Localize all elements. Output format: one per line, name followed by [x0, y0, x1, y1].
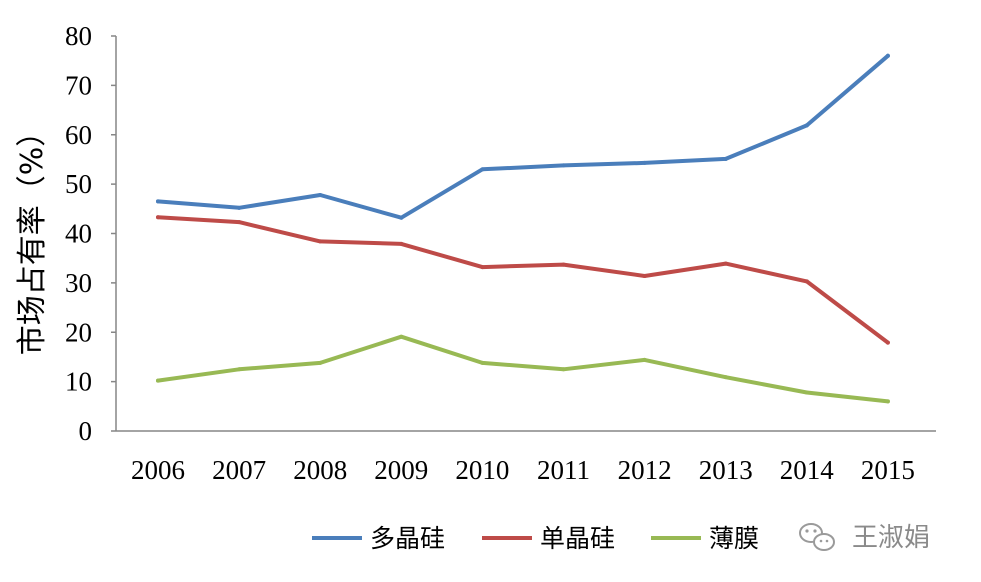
y-tick-label: 50	[65, 169, 92, 199]
x-tick-label: 2006	[131, 455, 185, 485]
data-point	[480, 167, 485, 172]
watermark: 王淑娟	[799, 523, 930, 553]
data-point	[561, 262, 566, 267]
wechat-icon	[799, 523, 835, 551]
watermark-text: 王淑娟	[852, 523, 930, 553]
data-point	[156, 378, 160, 383]
data-point	[480, 360, 485, 365]
data-point	[642, 273, 647, 278]
y-tick-label: 70	[65, 70, 92, 100]
data-point	[885, 53, 890, 58]
x-tick-label: 2012	[618, 455, 672, 485]
data-point	[642, 160, 647, 165]
data-point	[156, 215, 160, 220]
data-point	[237, 367, 242, 372]
data-point	[804, 123, 809, 128]
y-tick-label: 30	[65, 268, 92, 298]
data-point	[318, 239, 323, 244]
data-point	[237, 220, 242, 225]
data-point	[723, 261, 728, 266]
y-tick-label: 40	[65, 219, 92, 249]
y-tick-label: 20	[65, 317, 92, 347]
x-tick-label: 2007	[212, 455, 266, 485]
y-tick-label: 60	[65, 120, 92, 150]
data-point	[885, 340, 890, 345]
data-point	[561, 163, 566, 168]
data-point	[804, 279, 809, 284]
x-tick-label: 2011	[537, 455, 590, 485]
data-point	[480, 265, 485, 270]
x-tick-label: 2015	[861, 455, 915, 485]
x-tick-label: 2009	[374, 455, 428, 485]
series-group	[156, 53, 890, 404]
axes: 0 10 20 30 40 50 60 70 80 2006 2007 2008 2009 2010 201…	[65, 21, 936, 485]
legend-label: 多晶硅	[370, 524, 445, 553]
legend-label: 薄膜	[709, 524, 759, 553]
x-tick-label: 2010	[455, 455, 509, 485]
data-point	[804, 390, 809, 395]
data-point	[156, 199, 160, 204]
data-point	[318, 360, 323, 365]
series-line-2	[156, 215, 890, 345]
y-tick-label: 0	[79, 416, 93, 446]
data-point	[723, 375, 728, 380]
data-point	[723, 156, 728, 161]
y-axis-label: 市场占有率（%）	[15, 117, 50, 356]
data-point	[642, 357, 647, 362]
data-point	[885, 399, 890, 404]
x-tick-label: 2013	[699, 455, 753, 485]
data-point	[237, 205, 242, 210]
data-point	[399, 241, 404, 246]
x-tick-label: 2008	[293, 455, 347, 485]
data-point	[399, 215, 404, 220]
y-tick-label: 10	[65, 367, 92, 397]
data-point	[318, 192, 323, 197]
legend: 多晶硅 单晶硅 薄膜	[312, 524, 759, 553]
legend-label: 单晶硅	[540, 524, 615, 553]
x-tick-label: 2014	[780, 455, 835, 485]
data-point	[561, 367, 566, 372]
series-line-1	[156, 53, 890, 220]
series-line-3	[156, 334, 890, 404]
data-point	[399, 334, 404, 339]
y-tick-label: 80	[65, 21, 92, 51]
